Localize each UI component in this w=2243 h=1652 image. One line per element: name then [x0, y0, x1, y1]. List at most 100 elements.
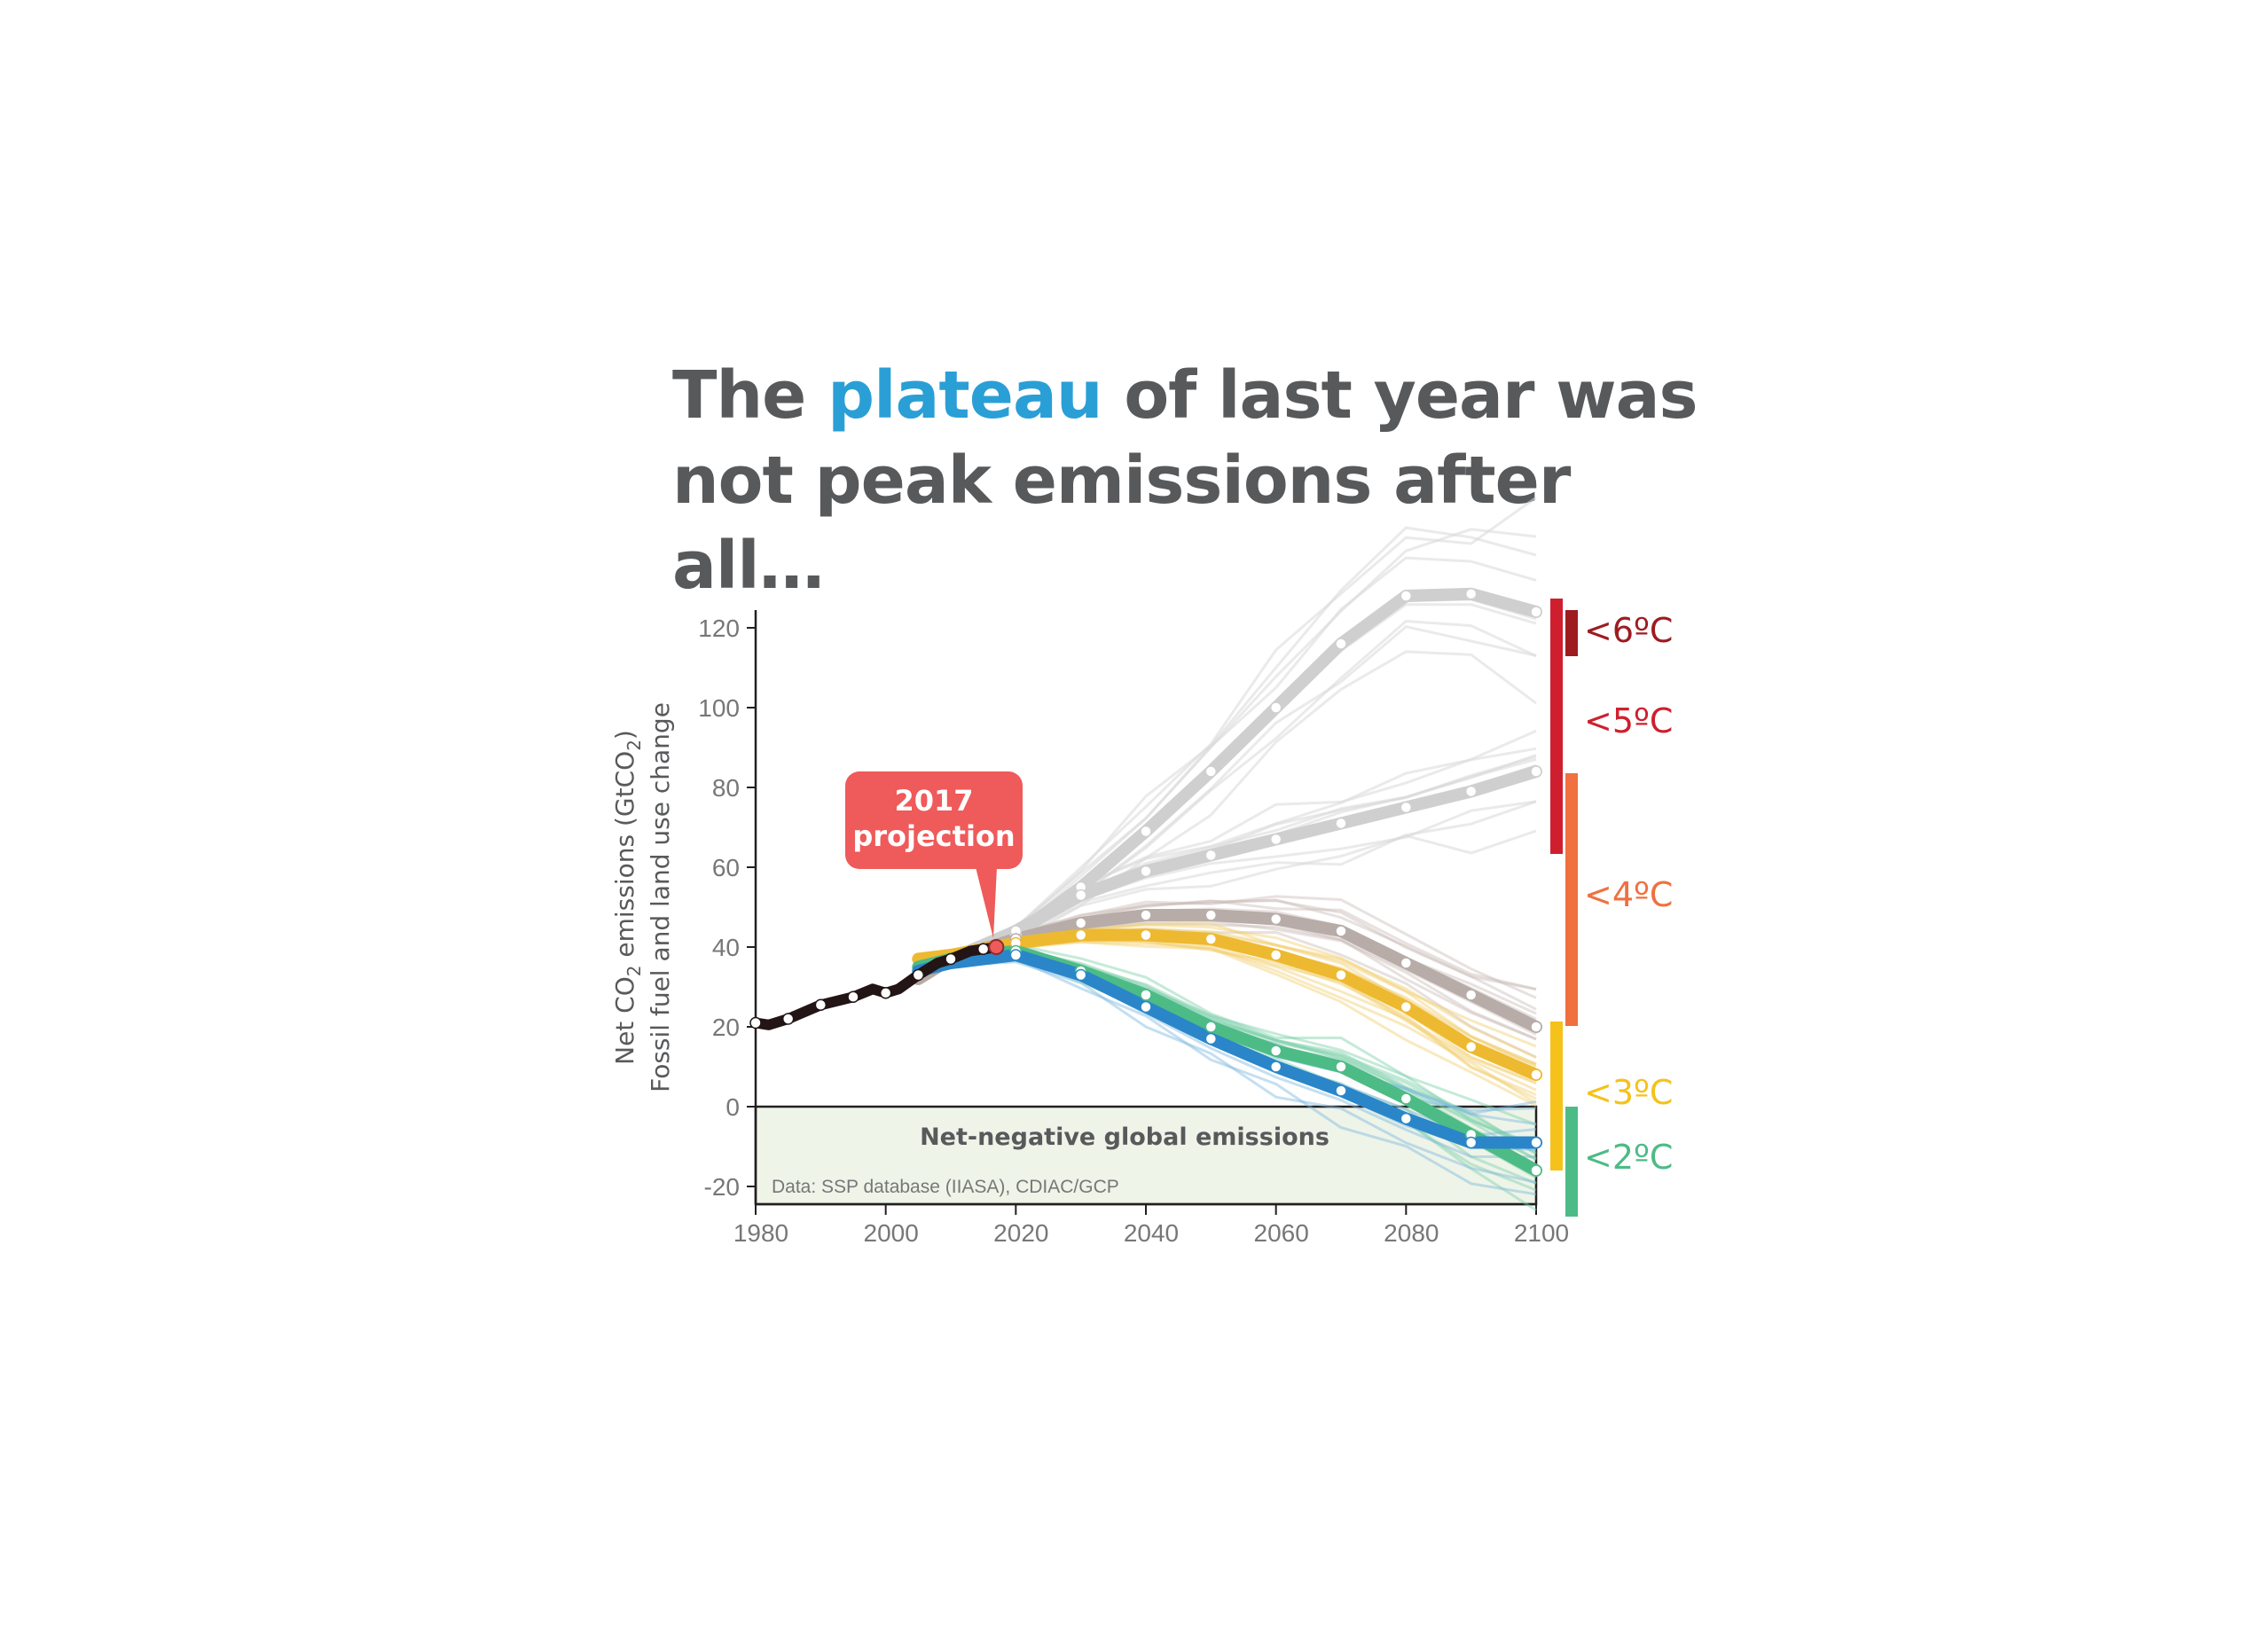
band-bar-4c	[1565, 773, 1578, 1026]
band-label-6c: <6ºC	[1584, 611, 1673, 650]
data-point	[1400, 1092, 1413, 1105]
x-tick-label: 2000	[864, 1219, 919, 1247]
data-point	[1269, 1061, 1282, 1073]
headline-highlight: plateau	[827, 357, 1102, 434]
historical-point	[749, 1016, 762, 1030]
x-tick-label: 1980	[733, 1219, 788, 1247]
faint-scenario-line	[950, 650, 1537, 960]
temperature-bands: <6ºC <5ºC <4ºC <3ºC <2ºC	[1550, 599, 1673, 1217]
data-point	[1335, 817, 1347, 830]
band-label-2c: <2ºC	[1584, 1138, 1673, 1177]
data-point	[1464, 1040, 1478, 1053]
historical-point	[976, 943, 990, 955]
data-point	[1204, 1021, 1218, 1033]
historical-point	[847, 990, 859, 1003]
data-point	[1140, 909, 1152, 921]
data-point	[1530, 1136, 1542, 1149]
y-axis-label-line-1: Net CO2 emissions (GtCO2)	[610, 730, 645, 1065]
data-point	[1464, 1136, 1478, 1149]
historical-point	[781, 1013, 795, 1025]
faint-scenario-line	[950, 496, 1537, 960]
band-bar-5c	[1550, 599, 1563, 854]
data-point	[1204, 849, 1218, 862]
x-tick-label: 2020	[993, 1219, 1048, 1247]
y-tick-label: 80	[712, 774, 740, 802]
data-point	[1335, 968, 1347, 982]
data-point	[1140, 989, 1152, 1001]
data-point	[1530, 1069, 1542, 1081]
data-point	[1074, 968, 1087, 982]
y-tick-label: 20	[712, 1014, 740, 1041]
data-point	[1074, 889, 1087, 902]
data-point	[1009, 949, 1023, 961]
projection-callout: 2017 projection	[845, 771, 1023, 938]
band-label-5c: <5ºC	[1584, 701, 1673, 740]
data-point	[1269, 701, 1282, 714]
faint-scenario-line	[950, 829, 1537, 960]
data-point	[1140, 1000, 1152, 1014]
band-bar-6c	[1565, 610, 1578, 656]
faint-scenario-line	[950, 528, 1537, 960]
callout-line-2: projection	[852, 819, 1015, 853]
data-point	[1140, 865, 1152, 878]
historical-point	[912, 968, 925, 982]
data-point	[1335, 638, 1347, 650]
scenario-line-1	[945, 765, 1542, 966]
y-tick-label: 0	[725, 1093, 740, 1121]
data-point	[1269, 1045, 1282, 1057]
data-point	[1530, 765, 1542, 778]
x-tick-label: 2040	[1124, 1219, 1179, 1247]
headline-line-2: not peak emissions after all…	[672, 442, 1571, 604]
data-point	[1464, 588, 1478, 600]
x-tick-label: 2060	[1254, 1219, 1309, 1247]
source-note: Data: SSP database (IIASA), CDIAC/GCP	[772, 1177, 1119, 1197]
headline: The plateau of last year was not peak em…	[672, 353, 1737, 608]
band-bar-2c	[1565, 1107, 1578, 1217]
callout-pointer	[976, 867, 997, 938]
data-point	[1400, 1112, 1413, 1125]
headline-line-1: The plateau of last year was	[672, 357, 1698, 434]
historical-point	[945, 952, 957, 966]
data-point	[1204, 909, 1218, 921]
data-point	[1335, 1084, 1347, 1097]
historical-point	[879, 987, 892, 999]
data-point	[1464, 785, 1478, 798]
y-tick-label: 60	[712, 854, 740, 881]
data-point	[1400, 957, 1413, 969]
callout-box	[845, 771, 1023, 869]
data-point	[1400, 1000, 1413, 1014]
x-tick-label: 2100	[1514, 1219, 1569, 1247]
data-point	[1464, 989, 1478, 1001]
historical-point	[814, 998, 827, 1011]
y-ticks: 120 100 80 60 40 20 0 -20	[698, 615, 756, 1201]
data-point	[1400, 590, 1413, 602]
callout-point	[988, 939, 1005, 955]
net-negative-label: Net-negative global emissions	[920, 1124, 1329, 1151]
data-point	[1074, 917, 1087, 929]
data-point	[1204, 933, 1218, 945]
data-point	[1335, 1061, 1347, 1073]
y-axis-label-line-2: Fossil fuel and land use change	[646, 702, 675, 1092]
data-point	[1269, 833, 1282, 846]
x-tick-label: 2080	[1384, 1219, 1439, 1247]
data-point	[1269, 912, 1282, 926]
data-point	[1400, 801, 1413, 814]
data-point	[1530, 1164, 1542, 1177]
y-tick-label: 40	[712, 934, 740, 961]
data-point	[1140, 825, 1152, 838]
data-point	[1530, 1021, 1542, 1033]
y-tick-label: 100	[698, 694, 740, 722]
y-tick-label: -20	[704, 1173, 740, 1201]
data-markers	[749, 588, 1542, 1177]
data-point	[1335, 925, 1347, 937]
data-point	[1204, 765, 1218, 778]
data-point	[1269, 949, 1282, 961]
band-label-4c: <4ºC	[1584, 875, 1673, 914]
band-label-3c: <3ºC	[1584, 1073, 1673, 1112]
callout-line-1: 2017	[894, 784, 973, 818]
data-point	[1530, 606, 1542, 618]
band-bar-3c	[1550, 1022, 1563, 1170]
data-point	[1140, 928, 1152, 942]
y-axis-label: Net CO2 emissions (GtCO2) Fossil fuel an…	[610, 702, 675, 1092]
